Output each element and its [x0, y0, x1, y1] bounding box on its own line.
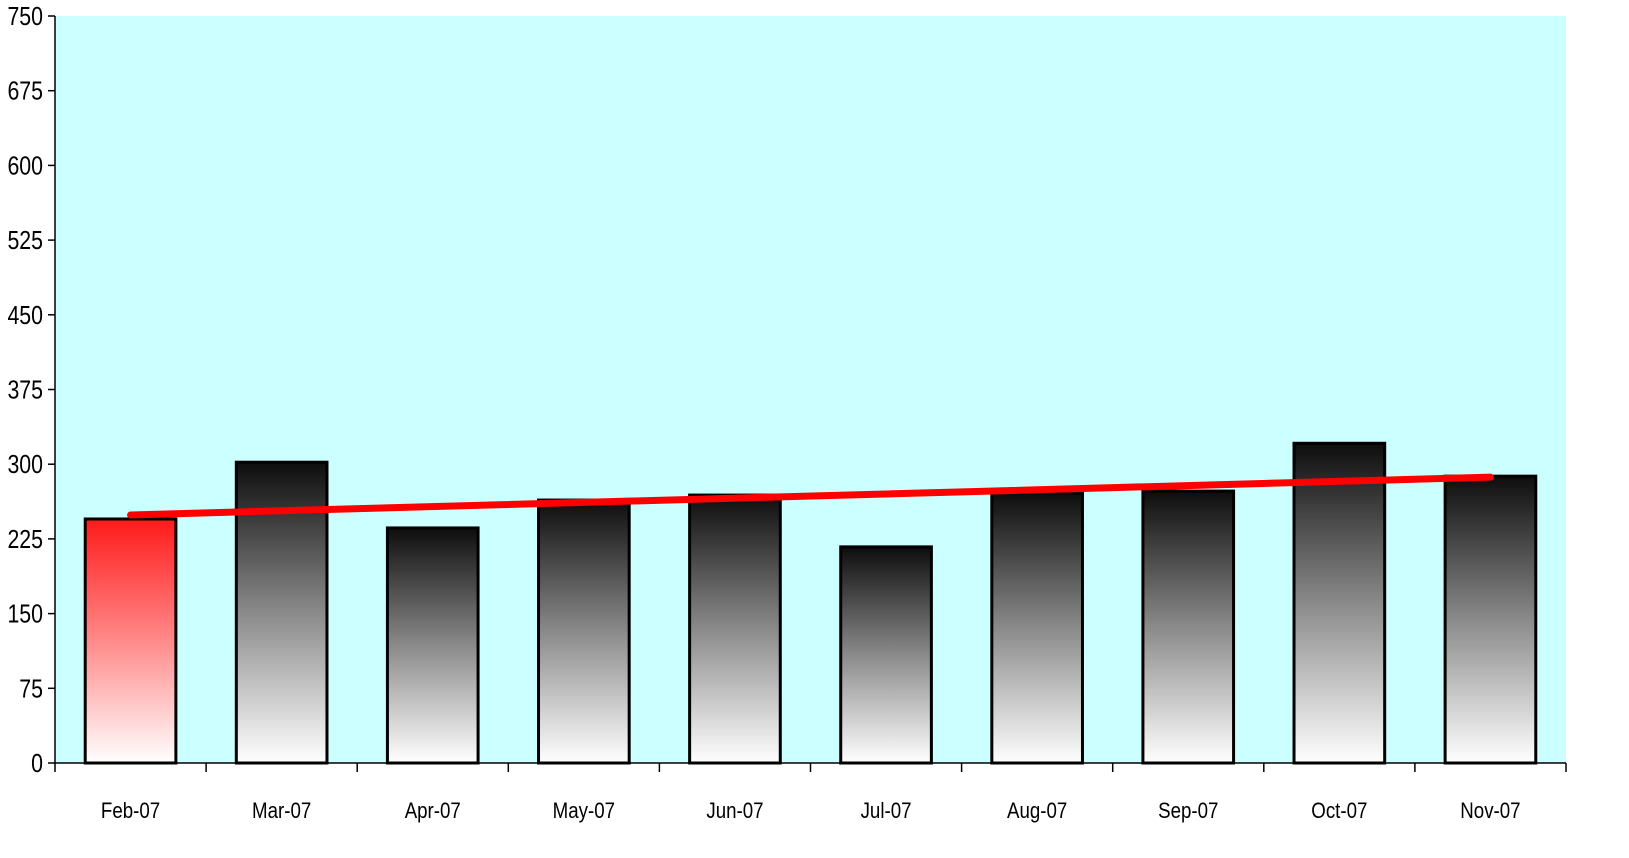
bar-jun-07: [688, 493, 782, 765]
y-tick-label: 375: [7, 376, 43, 406]
y-tick-label: 225: [7, 525, 43, 555]
y-tick-label: 675: [7, 77, 43, 107]
y-tick-label: 450: [7, 301, 43, 331]
bar-jul-07: [839, 545, 933, 765]
x-tick-label: Jun-07: [706, 800, 763, 824]
y-tick-label: 750: [7, 2, 43, 32]
x-tick-label: Apr-07: [405, 800, 461, 824]
y-tick-label: 600: [7, 151, 43, 181]
y-tick-label: 525: [7, 226, 43, 256]
bar-aug-07: [990, 491, 1084, 765]
x-tick-label: Mar-07: [252, 800, 311, 824]
y-tick-label: 0: [31, 749, 43, 779]
x-tick-label: Aug-07: [1007, 800, 1067, 824]
x-tick-label: May-07: [553, 800, 615, 824]
y-tick-label: 150: [7, 600, 43, 630]
bar-feb-07: [83, 517, 178, 765]
y-tick-label: 300: [7, 450, 43, 480]
bar-sep-07: [1141, 489, 1236, 765]
x-tick-label: Sep-07: [1158, 800, 1218, 824]
bar-apr-07: [385, 526, 480, 765]
bar-nov-07: [1443, 474, 1538, 765]
x-tick-label: Jul-07: [861, 800, 912, 824]
x-tick-label: Nov-07: [1460, 800, 1520, 824]
y-tick-label: 75: [19, 674, 43, 704]
x-tick-label: Feb-07: [101, 800, 160, 824]
bar-oct-07: [1292, 441, 1387, 765]
x-tick-label: Oct-07: [1311, 800, 1367, 824]
bar-may-07: [537, 498, 631, 765]
trendline: [127, 473, 1494, 519]
